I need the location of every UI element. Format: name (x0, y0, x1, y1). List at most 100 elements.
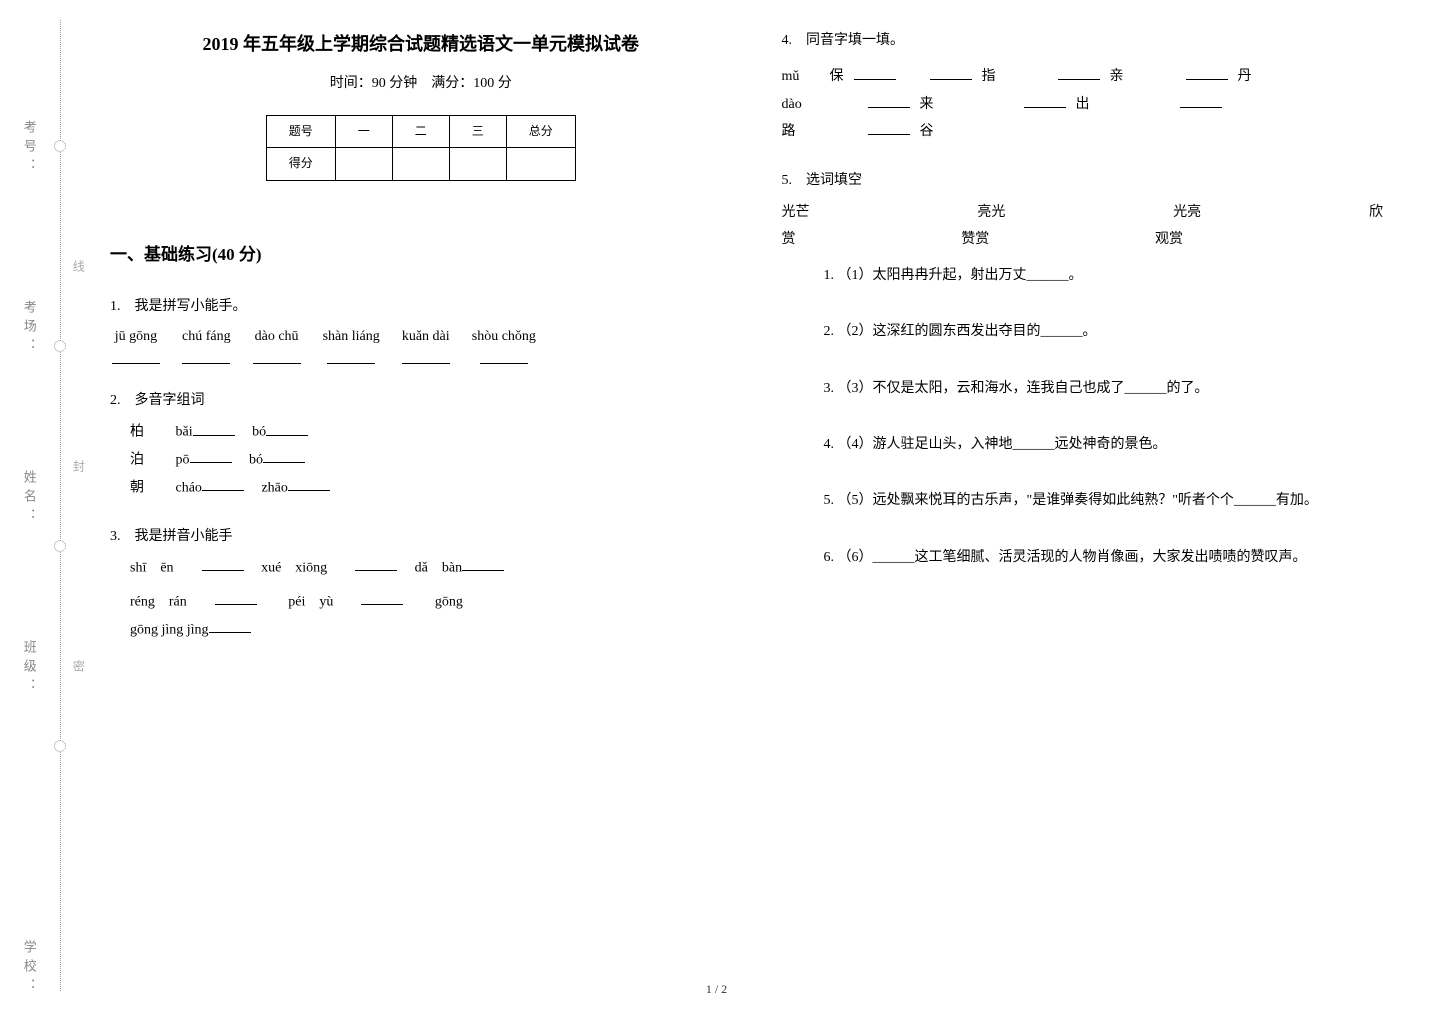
answer-blank[interactable] (480, 349, 528, 364)
row-label: dào (782, 94, 820, 116)
q5-item: （5）远处飘来悦耳的古乐声，"是谁弹奏得如此纯熟？"听者个个______有加。 (838, 490, 1404, 512)
pinyin-text: shàn liáng (323, 326, 380, 348)
answer-blank[interactable] (1024, 92, 1066, 107)
q3-body: shī ēn xué xiōng dǎ bàn réng rán péi yù … (110, 556, 732, 641)
row-label: 路 (782, 121, 820, 143)
answer-blank[interactable] (868, 120, 910, 135)
char: 朝 (130, 480, 144, 495)
answer-blank[interactable] (190, 448, 232, 463)
pinyin-text: dǎ bàn (415, 560, 462, 575)
answer-blank[interactable] (402, 349, 450, 364)
answer-blank[interactable] (253, 349, 301, 364)
q3-row: réng rán péi yù gōng (130, 590, 732, 614)
score-cell: 二 (392, 116, 449, 148)
answer-blank[interactable] (193, 420, 235, 435)
content-area: 2019 年五年级上学期综合试题精选语文一单元模拟试卷 时间：90 分钟 满分：… (90, 0, 1433, 1011)
seal-label: 密 (68, 660, 87, 682)
q3-row: gōng jìng jìng (130, 618, 732, 642)
score-cell: 三 (449, 116, 506, 148)
pinyin-text: shòu chǒng (472, 326, 536, 348)
answer-blank[interactable] (854, 64, 896, 79)
answer-blank[interactable] (1186, 64, 1228, 79)
score-value-row: 得分 (266, 148, 575, 180)
pinyin-text: jū gōng (115, 326, 157, 348)
binding-line (60, 20, 61, 991)
row-label: mǔ (782, 66, 820, 88)
left-column: 2019 年五年级上学期综合试题精选语文一单元模拟试卷 时间：90 分钟 满分：… (110, 30, 732, 1001)
pinyin-item: kuǎn dài (402, 326, 450, 364)
char: 谷 (920, 121, 934, 143)
pinyin-item: chú fáng (182, 326, 231, 364)
word: 观赏 (1155, 229, 1183, 251)
pinyin-text: bó (252, 425, 266, 440)
question-stem: 5. 选词填空 (782, 170, 1404, 192)
pinyin-text: gōng (435, 594, 463, 609)
score-cell: 题号 (266, 116, 335, 148)
char: 泊 (130, 452, 144, 467)
answer-blank[interactable] (215, 590, 257, 605)
q4-row: 路 谷 (782, 120, 1404, 144)
score-cell[interactable] (449, 148, 506, 180)
binding-circle (54, 540, 66, 552)
pinyin-item: jū gōng (112, 326, 160, 364)
pinyin-item: dào chū (253, 326, 301, 364)
pinyin-item: shòu chǒng (472, 326, 536, 364)
binding-circle (54, 340, 66, 352)
binding-label: 考场： (18, 300, 39, 357)
answer-blank[interactable] (202, 476, 244, 491)
answer-blank[interactable] (868, 92, 910, 107)
word-row: 光芒 亮光 光亮 欣 (782, 202, 1404, 224)
pinyin-text: gōng jìng jìng (130, 622, 209, 637)
q2-body: 柏 bǎi bó 泊 pō bó 朝 cháo zhāo (110, 420, 732, 499)
pinyin-text: cháo (176, 480, 202, 495)
q4-body: mǔ 保 指 亲 丹 dào 来 出 路 (782, 64, 1404, 143)
answer-blank[interactable] (361, 590, 403, 605)
word: 光亮 (1173, 202, 1201, 224)
question-stem: 1. 我是拼写小能手。 (110, 296, 732, 318)
answer-blank[interactable] (1058, 64, 1100, 79)
word: 光芒 (782, 202, 810, 224)
pinyin-text: shī ēn (130, 560, 174, 575)
answer-blank[interactable] (209, 618, 251, 633)
answer-blank[interactable] (327, 349, 375, 364)
char: 来 (920, 94, 934, 116)
word: 欣 (1369, 202, 1383, 224)
binding-label: 考号： (18, 120, 39, 177)
score-cell[interactable] (506, 148, 575, 180)
answer-blank[interactable] (930, 64, 972, 79)
exam-subtitle: 时间：90 分钟 满分：100 分 (110, 73, 732, 95)
right-column: 4. 同音字填一填。 mǔ 保 指 亲 丹 dào 来 出 (782, 30, 1404, 1001)
pinyin-text: réng rán (130, 594, 187, 609)
score-cell[interactable] (335, 148, 392, 180)
question-2: 2. 多音字组词 柏 bǎi bó 泊 pō bó 朝 cháo (110, 390, 732, 500)
answer-blank[interactable] (1180, 92, 1222, 107)
binding-label: 学校： (18, 940, 39, 997)
answer-blank[interactable] (182, 349, 230, 364)
char: 亲 (1110, 66, 1124, 88)
q5-item: （2）这深红的圆东西发出夺目的______。 (838, 321, 1404, 343)
answer-blank[interactable] (288, 476, 330, 491)
answer-blank[interactable] (355, 556, 397, 571)
pinyin-row: jū gōng chú fáng dào chū shàn liáng kuǎn… (112, 326, 732, 364)
word: 亮光 (977, 202, 1005, 224)
answer-blank[interactable] (112, 349, 160, 364)
score-cell: 得分 (266, 148, 335, 180)
char: 丹 (1238, 66, 1252, 88)
pinyin-text: dào chū (255, 326, 299, 348)
q5-wordbank: 光芒 亮光 光亮 欣 赏 赞赏 观赏 (782, 202, 1404, 251)
q4-row: mǔ 保 指 亲 丹 (782, 64, 1404, 88)
binding-circle (54, 740, 66, 752)
question-stem: 3. 我是拼音小能手 (110, 526, 732, 548)
answer-blank[interactable] (462, 556, 504, 571)
q2-row: 朝 cháo zhāo (130, 476, 732, 500)
seal-label: 线 (68, 260, 87, 282)
answer-blank[interactable] (202, 556, 244, 571)
score-cell: 总分 (506, 116, 575, 148)
answer-blank[interactable] (266, 420, 308, 435)
score-header-row: 题号 一 二 三 总分 (266, 116, 575, 148)
q5-list: （1）太阳冉冉升起，射出万丈______。 （2）这深红的圆东西发出夺目的___… (782, 265, 1404, 569)
score-cell[interactable] (392, 148, 449, 180)
answer-blank[interactable] (263, 448, 305, 463)
question-stem: 4. 同音字填一填。 (782, 30, 1404, 52)
pinyin-text: bó (249, 452, 263, 467)
